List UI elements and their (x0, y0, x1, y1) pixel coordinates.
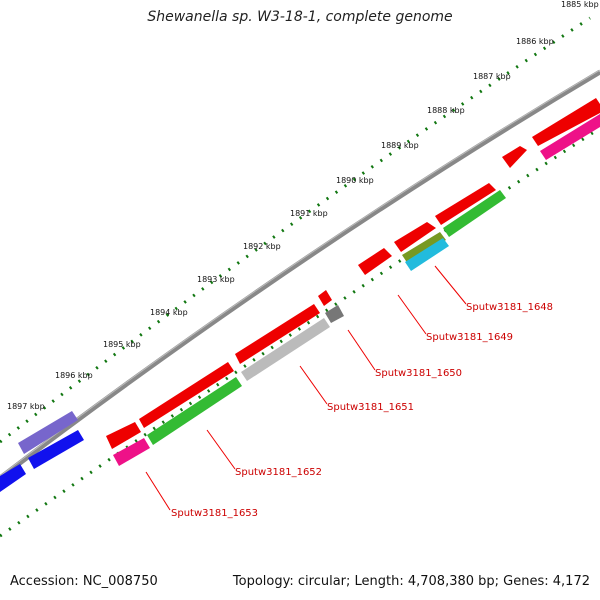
gene-arrow[interactable] (502, 146, 527, 168)
gene-arrow[interactable] (435, 183, 496, 225)
gene-label[interactable]: Sputw3181_1651 (327, 402, 414, 413)
tick-label: 1886 kbp (516, 37, 554, 46)
tick-label: 1891 kbp (290, 209, 328, 218)
gene-arrow[interactable] (18, 411, 78, 454)
genome-summary-text: Topology: circular; Length: 4,708,380 bp… (232, 574, 590, 589)
tick-label: 1890 kbp (336, 176, 374, 185)
tick-label: 1895 kbp (103, 340, 141, 349)
inner-ruler-dots (0, 126, 600, 538)
gene-arrow[interactable] (28, 430, 84, 469)
gene-arrow[interactable] (235, 304, 320, 364)
gene-arrow-sputw3181-1649[interactable] (358, 248, 392, 275)
gene-arrow[interactable] (540, 114, 600, 160)
forward-strand-genes (106, 98, 600, 449)
gene-label[interactable]: Sputw3181_1649 (426, 332, 513, 343)
gene-arrow-sputw3181-1652[interactable] (147, 377, 242, 445)
gene-arrow[interactable] (0, 464, 26, 492)
ruler-tick-labels: 1885 kbp 1886 kbp 1887 kbp 1888 kbp 1889 kbp… (7, 0, 599, 411)
gene-arrow[interactable] (443, 190, 506, 237)
gene-arrow-sputw3181-1648[interactable] (405, 238, 449, 271)
accession-text: Accession: NC_008750 (10, 574, 158, 589)
gene-label[interactable]: Sputw3181_1648 (466, 302, 553, 313)
tick-label: 1889 kbp (381, 141, 419, 150)
tick-label: 1892 kbp (243, 242, 281, 251)
gene-arrow[interactable] (402, 232, 446, 264)
gene-arrow-sputw3181-1650[interactable] (325, 305, 344, 323)
tick-label: 1893 kbp (197, 275, 235, 284)
gene-arrow[interactable] (106, 422, 141, 449)
gene-labels: Sputw3181_1648 Sputw3181_1649 Sputw3181_16… (171, 302, 553, 519)
gene-arrow[interactable] (318, 290, 332, 306)
gene-arrow[interactable] (139, 362, 234, 428)
gene-arrow[interactable] (532, 98, 600, 146)
gene-label[interactable]: Sputw3181_1650 (375, 368, 462, 379)
gene-arrow-sputw3181-1653[interactable] (113, 438, 150, 466)
backbone-highlight (0, 69, 600, 477)
tick-label: 1887 kbp (473, 72, 511, 81)
genome-backbone (0, 69, 600, 480)
gene-arrow-sputw3181-1651[interactable] (241, 318, 330, 381)
gene-label[interactable]: Sputw3181_1652 (235, 467, 322, 478)
tick-label: 1894 kbp (150, 308, 188, 317)
tick-label: 1885 kbp (561, 0, 599, 9)
other-genes (0, 114, 600, 492)
gene-label[interactable]: Sputw3181_1653 (171, 508, 258, 519)
outer-ruler-dots (0, 16, 591, 444)
gene-arrow[interactable] (394, 222, 436, 252)
tick-label: 1897 kbp (7, 402, 45, 411)
label-leaders (145, 265, 467, 511)
tick-label: 1888 kbp (427, 106, 465, 115)
tick-label: 1896 kbp (55, 371, 93, 380)
map-title: Shewanella sp. W3-18-1, complete genome (147, 9, 453, 25)
